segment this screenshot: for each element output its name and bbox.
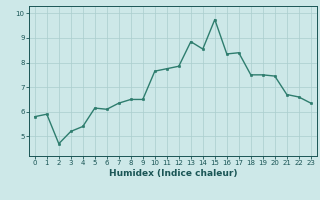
X-axis label: Humidex (Indice chaleur): Humidex (Indice chaleur) — [108, 169, 237, 178]
